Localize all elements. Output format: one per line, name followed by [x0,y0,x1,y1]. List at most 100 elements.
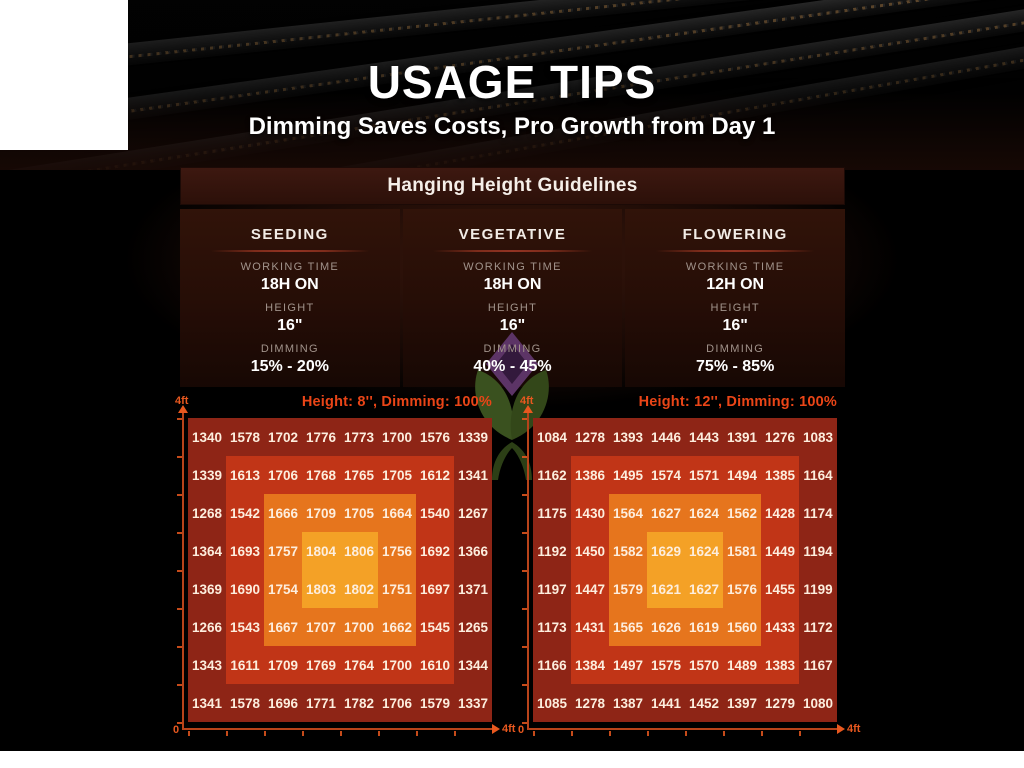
heatmap-cell: 1278 [571,684,609,722]
height-value: 16" [277,317,303,334]
heatmap-cell: 1629 [647,532,685,570]
headline-block: USAGE TIPS Dimming Saves Costs, Pro Grow… [0,58,1024,141]
heatmap-cell: 1276 [761,418,799,456]
heatmap-cell: 1666 [264,494,302,532]
heatmap-cell: 1449 [761,532,799,570]
heatmap-cell: 1802 [340,570,378,608]
heatmap-cell: 1369 [188,570,226,608]
heatmap-cell: 1343 [188,646,226,684]
heatmap-cell: 1662 [378,608,416,646]
heatmap-cell: 1700 [378,418,416,456]
heatmap-cell: 1626 [647,608,685,646]
heatmap-cell: 1582 [609,532,647,570]
guideline-panel-vegetative: VEGETATIVE WORKING TIME 18H ON HEIGHT 16" DIM… [402,209,623,387]
heatmap-cell: 1341 [454,456,492,494]
heatmap-cell: 1754 [264,570,302,608]
heatmap-cell: 1565 [609,608,647,646]
heatmap-cell: 1578 [226,418,264,456]
heatmap-cell: 1174 [799,494,837,532]
x-axis-max-label: 4ft [502,723,516,735]
working-time-value: 18H ON [483,276,542,293]
heatmap-cell: 1386 [571,456,609,494]
page-subtitle: Dimming Saves Costs, Pro Growth from Day… [248,113,776,141]
heatmap-cell: 1613 [226,456,264,494]
heatmap-cell: 1495 [609,456,647,494]
heatmap-cell: 1340 [188,418,226,456]
heatmap-cell: 1562 [723,494,761,532]
heatmap-cell: 1545 [416,608,454,646]
heatmap-cell: 1765 [340,456,378,494]
heatmap-cell: 1543 [226,608,264,646]
heatmap-cell: 1430 [571,494,609,532]
heatmap-cell: 1391 [723,418,761,456]
height-value: 16" [499,317,526,334]
y-axis-max-label: 4ft [175,395,189,407]
heatmap-cell: 1366 [454,532,492,570]
heatmap-cell: 1080 [799,684,837,722]
page-margin-top-left [0,0,128,150]
heatmap-cell: 1497 [609,646,647,684]
guidelines-panels: SEEDING WORKING TIME 18H ON HEIGHT 16" DIMMIN… [180,209,845,387]
heatmap-cell: 1175 [533,494,571,532]
heatmap-cell: 1341 [188,684,226,722]
working-time-label: WORKING TIME [463,261,562,273]
y-axis-max-label: 4ft [520,395,534,407]
heatmap-cell: 1756 [378,532,416,570]
heatmap-cell: 1706 [378,684,416,722]
heatmap-cell: 1707 [302,608,340,646]
heatmap-cell: 1612 [416,456,454,494]
heatmap-cell: 1383 [761,646,799,684]
hero-fade-overlay [0,0,1024,170]
heatmap-cell: 1776 [302,418,340,456]
heatmap-cell: 1447 [571,570,609,608]
heatmap-cell: 1397 [723,684,761,722]
heatmap-cell: 1757 [264,532,302,570]
heatmap-cell: 1337 [454,684,492,722]
stage-divider [433,250,592,252]
heatmap-cell: 1806 [340,532,378,570]
heatmap-cell: 1764 [340,646,378,684]
heatmap-chart-height-12: Height: 12'', Dimming: 100% 4ft 1084 1278 13… [513,390,860,762]
heatmap-cell: 1768 [302,456,340,494]
heatmap-cell: 1576 [416,418,454,456]
page-title: USAGE TIPS [367,56,657,108]
heatmap-cell: 1450 [571,532,609,570]
heatmap-cell: 1769 [302,646,340,684]
heatmap-cell: 1696 [264,684,302,722]
heatmap-cell: 1364 [188,532,226,570]
guidelines-section: Hanging Height Guidelines SEEDING WORKING… [180,167,845,387]
heatmap-cell: 1667 [264,608,302,646]
heatmap-cell: 1578 [226,684,264,722]
heatmap-cell: 1339 [454,418,492,456]
heatmap-cell: 1581 [723,532,761,570]
heatmap-cell: 1700 [378,646,416,684]
heatmap-cell: 1570 [685,646,723,684]
heatmap-cell: 1431 [571,608,609,646]
heatmap-cell: 1197 [533,570,571,608]
heatmap-cell: 1705 [378,456,416,494]
heatmap-cell: 1384 [571,646,609,684]
height-label: HEIGHT [710,302,760,314]
x-axis-arrow-icon [837,724,845,734]
dimming-label: DIMMING [706,343,765,355]
heatmap-cell: 1455 [761,570,799,608]
heatmap-cell: 1705 [340,494,378,532]
heatmap-cell: 1621 [647,570,685,608]
dimming-value: 75% - 85% [696,358,775,375]
guideline-panel-flowering: FLOWERING WORKING TIME 12H ON HEIGHT 16" DIMM… [625,209,845,387]
height-value: 16" [722,317,748,334]
stage-title: VEGETATIVE [458,226,567,243]
hero-photo [0,0,1024,170]
heatmap-cell: 1575 [647,646,685,684]
height-label: HEIGHT [265,302,315,314]
x-axis-line [527,728,839,730]
x-axis-min-label: 0 [518,724,525,736]
heatmap-grid: 1340 1578 1702 1776 1773 1700 1576 1339 1339 1613… [188,418,492,722]
x-axis-line [182,728,494,730]
heatmap-cell: 1083 [799,418,837,456]
heatmap-cell: 1624 [685,532,723,570]
heatmap-cell: 1199 [799,570,837,608]
heatmap-cell: 1702 [264,418,302,456]
heatmap-cell: 1387 [609,684,647,722]
